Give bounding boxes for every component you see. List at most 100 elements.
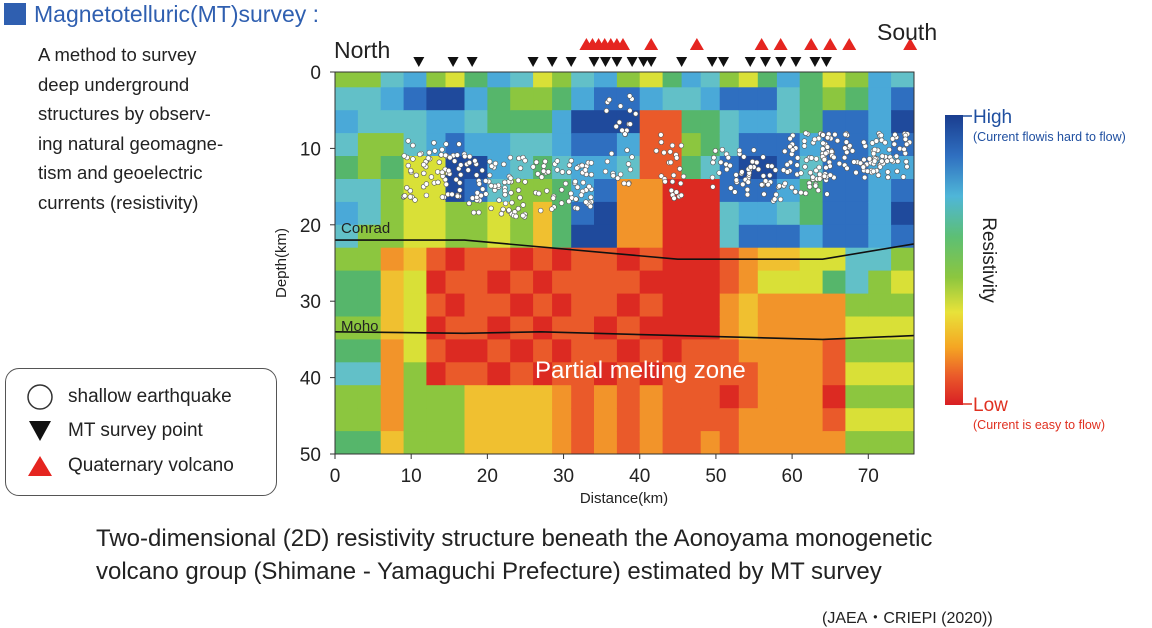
resistivity-cell — [445, 362, 466, 386]
earthquake-marker — [446, 168, 452, 174]
earthquake-marker — [520, 212, 526, 219]
earthquake-marker — [574, 165, 580, 171]
resistivity-cell — [891, 431, 914, 454]
resistivity-cell — [571, 133, 595, 157]
earthquake-marker — [813, 156, 819, 162]
colorbar — [945, 115, 963, 405]
resistivity-cell — [335, 110, 359, 134]
earthquake-marker — [861, 157, 867, 163]
resistivity-cell — [594, 133, 618, 157]
resistivity-cell — [700, 201, 721, 226]
earthquake-marker — [627, 107, 633, 114]
earthquake-marker — [718, 159, 724, 166]
earthquake-marker — [870, 150, 877, 157]
resistivity-cell — [639, 316, 664, 340]
earthquake-marker — [725, 154, 731, 161]
resistivity-cell — [510, 408, 534, 432]
earthquake-marker — [542, 158, 548, 165]
earthquake-marker — [873, 138, 880, 144]
legend-label: MT survey point — [68, 420, 203, 441]
resistivity-cell — [719, 270, 740, 295]
resistivity-cell — [639, 201, 664, 226]
resistivity-cell — [719, 339, 740, 363]
resistivity-cell — [891, 87, 914, 111]
resistivity-cell — [822, 201, 847, 226]
resistivity-cell — [533, 362, 553, 386]
resistivity-cell — [719, 179, 740, 203]
earthquake-marker — [410, 156, 416, 162]
y-tick-label: 10 — [300, 139, 321, 160]
resistivity-cell — [776, 270, 801, 295]
earthquake-marker — [870, 168, 877, 175]
resistivity-cell — [799, 385, 824, 409]
earthquake-marker — [580, 179, 586, 186]
earthquake-marker — [421, 170, 427, 177]
resistivity-cell — [464, 133, 488, 157]
resistivity-cell — [445, 247, 466, 272]
resistivity-cell — [464, 431, 488, 454]
earthquake-marker — [903, 141, 910, 148]
circle-icon — [27, 384, 53, 410]
colorbar-high-label: High — [973, 107, 1012, 128]
resistivity-cell — [738, 110, 759, 134]
resistivity-cell — [357, 408, 382, 432]
resistivity-cell — [487, 293, 511, 318]
resistivity-cell — [822, 247, 847, 272]
resistivity-cell — [487, 339, 511, 363]
colorbar-label: Resistivity — [978, 217, 999, 303]
resistivity-cell — [822, 362, 847, 386]
resistivity-cell — [403, 316, 428, 340]
resistivity-cell — [799, 87, 824, 111]
earthquake-marker — [407, 188, 413, 194]
earthquake-marker — [824, 144, 831, 150]
resistivity-cell — [487, 270, 511, 295]
resistivity-cell — [616, 224, 641, 249]
earthquake-marker — [893, 153, 900, 159]
earthquake-marker — [472, 158, 478, 164]
resistivity-cell — [380, 431, 405, 454]
resistivity-cell — [335, 224, 359, 249]
earthquake-marker — [765, 181, 771, 188]
mt-survey-point-marker — [718, 57, 730, 67]
resistivity-cell — [681, 339, 702, 363]
earthquake-marker — [616, 119, 623, 126]
earthquake-marker — [866, 156, 873, 162]
resistivity-cell — [533, 224, 553, 249]
earthquake-marker — [885, 169, 891, 175]
plot-frame — [334, 71, 915, 455]
resistivity-cell — [487, 431, 511, 454]
earthquake-marker — [432, 148, 438, 154]
resistivity-cell — [700, 72, 721, 88]
earthquake-marker — [458, 172, 464, 178]
earthquake-marker — [466, 200, 472, 207]
up-triangle-icon — [28, 456, 52, 476]
earthquake-marker — [801, 143, 808, 149]
resistivity-cell — [571, 87, 595, 111]
resistivity-cell — [845, 179, 869, 203]
resistivity-cell — [552, 110, 572, 134]
resistivity-cell — [845, 110, 869, 134]
earthquake-marker — [476, 209, 482, 216]
earthquake-marker — [566, 198, 572, 205]
resistivity-cell — [719, 293, 740, 318]
resistivity-cell — [868, 72, 892, 88]
earthquake-marker — [522, 179, 528, 185]
resistivity-cell — [403, 431, 428, 454]
resistivity-cell — [510, 110, 534, 134]
resistivity-cell — [357, 293, 382, 318]
earthquake-marker — [443, 181, 449, 188]
resistivity-cell — [403, 110, 428, 134]
earthquake-marker — [789, 147, 796, 153]
earthquake-marker — [677, 180, 684, 187]
earthquake-marker — [807, 170, 814, 176]
earthquake-marker — [667, 149, 673, 155]
earthquake-marker — [904, 164, 910, 170]
earthquake-marker — [478, 192, 484, 199]
x-tick-label: 0 — [330, 466, 341, 487]
earthquake-marker — [834, 138, 841, 144]
resistivity-cell — [533, 133, 553, 157]
resistivity-cell — [616, 72, 641, 88]
resistivity-cell — [868, 87, 892, 111]
mt-survey-point-marker — [546, 57, 558, 67]
earthquake-marker — [671, 195, 677, 202]
